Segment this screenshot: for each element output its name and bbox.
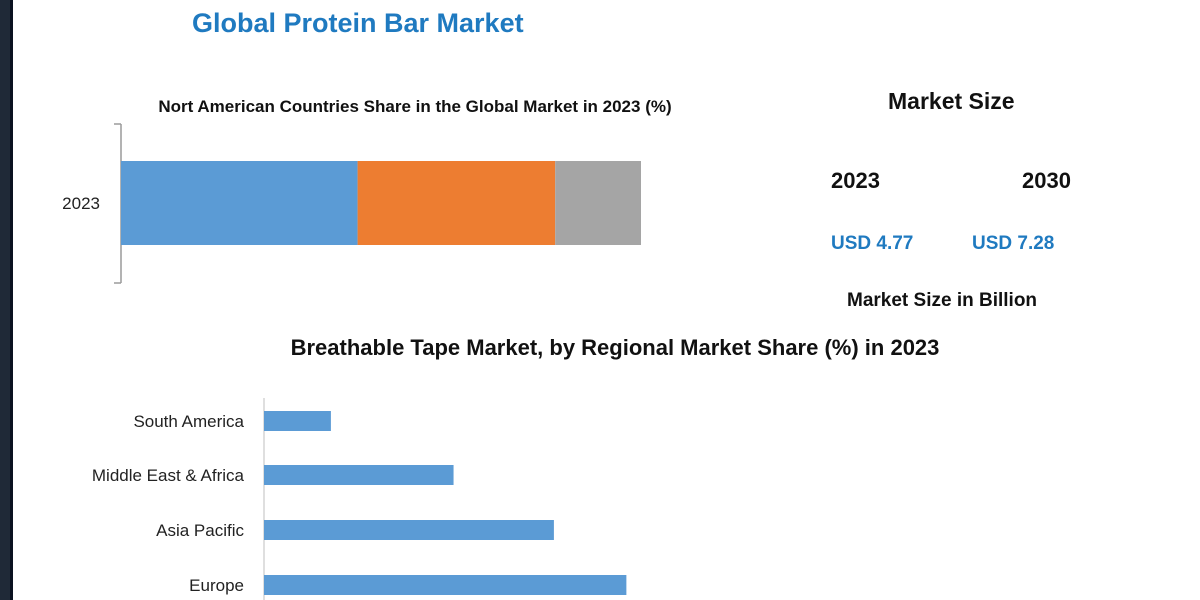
regional-category-label: Middle East & Africa [92, 466, 245, 485]
stacked-segment-3 [555, 161, 641, 245]
market-size-heading: Market Size [888, 88, 1015, 114]
market-size-year-2030: 2030 [1022, 168, 1071, 193]
market-size-value-2023: USD 4.77 [831, 233, 914, 254]
page-title: Global Protein Bar Market [192, 8, 524, 38]
stacked-segment-2 [357, 161, 556, 245]
regional-category-label: South America [133, 412, 244, 431]
regional-category-label: Europe [189, 576, 244, 595]
market-size-value-2030: USD 7.28 [972, 233, 1055, 254]
regional-bar [264, 575, 627, 595]
left-frame-border [0, 0, 13, 600]
regional-category-label: Asia Pacific [156, 521, 244, 540]
regional-bar [264, 411, 331, 431]
stacked-category-label: 2023 [62, 194, 100, 213]
market-size-year-2023: 2023 [831, 168, 880, 193]
regional-bar [264, 465, 454, 485]
stacked-chart-title: Nort American Countries Share in the Glo… [158, 97, 672, 116]
market-size-unit: Market Size in Billion [847, 290, 1038, 311]
regional-chart-title: Breathable Tape Market, by Regional Mark… [290, 335, 940, 360]
regional-bar [264, 520, 554, 540]
stacked-segment-1 [121, 161, 358, 245]
